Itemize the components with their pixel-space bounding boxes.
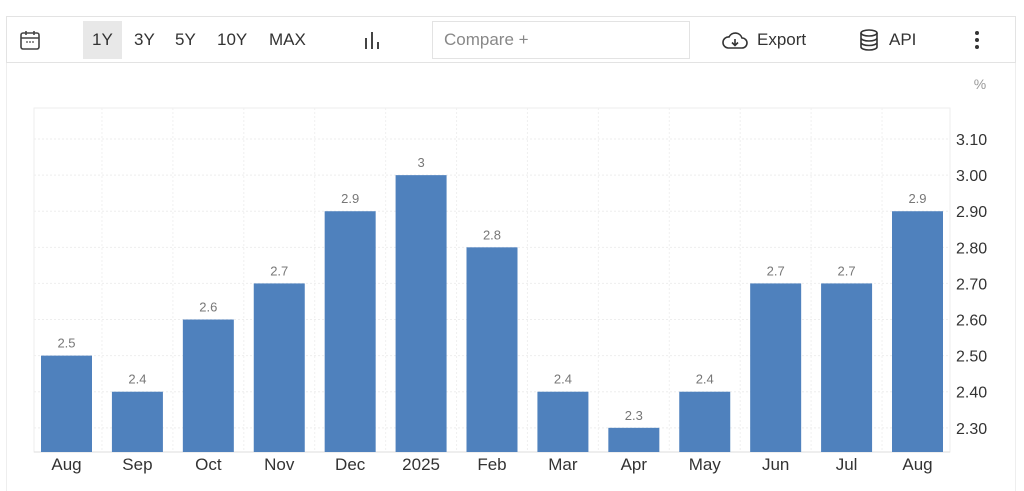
data-label: 2.4 [554, 372, 572, 387]
cloud-download-icon [722, 31, 748, 49]
vertical-ellipsis-icon[interactable] [973, 17, 981, 62]
y-tick-label: 2.80 [956, 240, 987, 257]
data-label: 2.9 [908, 191, 926, 206]
x-tick-label: 2025 [402, 455, 440, 474]
x-tick-label: Sep [122, 455, 152, 474]
data-label: 2.3 [625, 408, 643, 423]
data-label: 2.4 [696, 372, 714, 387]
chart-toolbar: 1Y 3Y 5Y 10Y MAX Compare + Export API [6, 16, 1016, 63]
data-label: 2.7 [838, 263, 856, 278]
x-tick-label: Aug [902, 455, 932, 474]
x-tick-label: Nov [264, 455, 295, 474]
bar-2025 [395, 175, 447, 452]
x-tick-label: Jul [836, 455, 858, 474]
export-button[interactable]: Export [721, 17, 806, 62]
data-label: 2.8 [483, 227, 501, 242]
y-tick-label: 2.40 [956, 385, 987, 402]
y-tick-label: 2.30 [956, 421, 987, 438]
bar-aug [41, 355, 92, 452]
range-5y-button[interactable]: 5Y [175, 30, 196, 49]
data-label: 2.7 [270, 263, 288, 278]
x-tick-label: Aug [51, 455, 81, 474]
x-tick-label: May [689, 455, 722, 474]
range-1y-button[interactable]: 1Y [83, 21, 122, 59]
unit-label: % [974, 76, 986, 92]
bar-jun [750, 283, 802, 452]
y-tick-label: 3.10 [956, 132, 987, 149]
range-max-button[interactable]: MAX [269, 30, 306, 49]
range-3y-button[interactable]: 3Y [134, 30, 155, 49]
data-label: 2.7 [767, 263, 785, 278]
range-10y-button[interactable]: 10Y [217, 30, 248, 49]
data-label: 3 [417, 155, 424, 170]
bar-oct [182, 319, 234, 452]
bar-feb [466, 247, 518, 452]
y-tick-label: 2.70 [956, 276, 987, 293]
y-tick-label: 2.90 [956, 204, 987, 221]
bar-dec [324, 211, 376, 452]
api-button[interactable]: API [859, 17, 916, 62]
bar-aug [892, 211, 943, 452]
chart-panel [6, 63, 1016, 491]
y-tick-label: 2.60 [956, 313, 987, 330]
bar-nov [253, 283, 305, 452]
y-tick-label: 3.00 [956, 168, 987, 185]
export-label: Export [757, 29, 807, 49]
calendar-icon[interactable] [19, 17, 41, 62]
data-label: 2.6 [199, 300, 217, 315]
x-tick-label: Dec [335, 455, 366, 474]
api-label: API [889, 29, 917, 49]
bar-may [679, 391, 731, 452]
bar-apr [608, 427, 660, 452]
x-tick-label: Feb [477, 455, 506, 474]
x-tick-label: Oct [195, 455, 222, 474]
database-icon [860, 28, 878, 51]
x-tick-label: Jun [762, 455, 789, 474]
data-label: 2.4 [128, 372, 146, 387]
bar-chart-icon[interactable] [362, 17, 382, 62]
bar-sep [111, 391, 163, 452]
compare-input[interactable]: Compare + [432, 21, 690, 59]
bar-jul [821, 283, 873, 452]
data-label: 2.9 [341, 191, 359, 206]
x-tick-label: Mar [548, 455, 578, 474]
data-label: 2.5 [57, 336, 75, 351]
x-tick-label: Apr [621, 455, 648, 474]
bar-mar [537, 391, 589, 452]
y-tick-label: 2.50 [956, 349, 987, 366]
